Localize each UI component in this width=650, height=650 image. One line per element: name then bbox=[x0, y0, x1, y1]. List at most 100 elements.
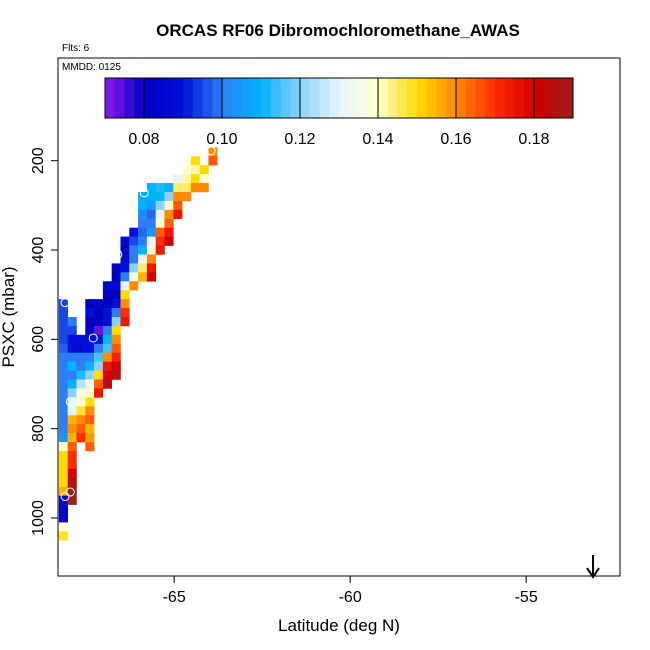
heatmap-cell bbox=[111, 370, 121, 380]
flights-label: Flts: 6 bbox=[62, 43, 90, 54]
heatmap-cell bbox=[190, 174, 200, 184]
heatmap-cell bbox=[155, 227, 165, 237]
sample-marker bbox=[88, 333, 98, 343]
heatmap-cell bbox=[173, 209, 183, 220]
heatmap-cell bbox=[67, 316, 77, 327]
heatmap-cell bbox=[111, 352, 121, 362]
colorbar-segment bbox=[524, 78, 535, 118]
heatmap-cell bbox=[129, 236, 139, 246]
heatmap-cell bbox=[199, 165, 209, 175]
heatmap-cell bbox=[102, 316, 112, 327]
heatmap-cell bbox=[111, 299, 121, 309]
heatmap-cell bbox=[67, 424, 77, 434]
heatmap-cell bbox=[58, 468, 68, 479]
colorbar-segment bbox=[553, 78, 564, 118]
colorbar-segment bbox=[368, 78, 379, 118]
colorbar-segment bbox=[456, 78, 467, 118]
heatmap-cell bbox=[58, 361, 68, 371]
y-tick-label: 400 bbox=[30, 237, 47, 264]
heatmap-cell bbox=[120, 316, 130, 327]
heatmap-cell bbox=[58, 486, 68, 496]
heatmap-cell bbox=[155, 200, 165, 211]
heatmap-cell bbox=[129, 263, 139, 273]
heatmap-cell bbox=[67, 442, 77, 452]
colorbar-tick-label: 0.08 bbox=[128, 131, 159, 148]
chart-title: ORCAS RF06 Dibromochloromethane_AWAS bbox=[156, 21, 520, 40]
colorbar-segment bbox=[475, 78, 486, 118]
colorbar-segment bbox=[358, 78, 369, 118]
colorbar-segment bbox=[543, 78, 554, 118]
x-axis-label: Latitude (deg N) bbox=[278, 616, 400, 635]
sample-marker bbox=[60, 298, 70, 308]
sample-marker bbox=[65, 487, 75, 497]
heatmap-cell bbox=[102, 370, 112, 380]
colorbar-tick-label: 0.12 bbox=[284, 131, 315, 148]
colorbar-segment bbox=[173, 78, 184, 118]
heatmap-cell bbox=[102, 281, 112, 291]
heatmap-cell bbox=[208, 147, 218, 157]
heatmap-cell bbox=[146, 183, 156, 193]
heatmap-cell bbox=[111, 343, 121, 354]
heatmap-cell bbox=[85, 361, 95, 371]
heatmap-cell bbox=[120, 272, 130, 282]
colorbar-segment bbox=[378, 78, 389, 118]
heatmap-cell bbox=[76, 370, 86, 380]
colorbar-frame bbox=[104, 77, 574, 119]
heatmap-cell bbox=[67, 495, 77, 505]
colorbar-segment bbox=[124, 78, 135, 118]
heatmap-cell bbox=[155, 183, 165, 193]
heatmap-cell bbox=[182, 165, 192, 175]
heatmap-cell bbox=[58, 504, 68, 514]
heatmap-cell bbox=[155, 191, 165, 202]
heatmap-cell bbox=[76, 415, 86, 425]
heatmap-cell bbox=[58, 433, 68, 443]
heatmap-cell bbox=[155, 209, 165, 220]
heatmap-cell bbox=[146, 209, 156, 220]
y-axis-label: PSXC (mbar) bbox=[0, 266, 18, 367]
colorbar-gradient bbox=[105, 78, 574, 118]
colorbar-segment bbox=[417, 78, 428, 118]
heatmap-cell bbox=[85, 397, 95, 407]
heatmap-cell bbox=[138, 272, 148, 282]
colorbar-segment bbox=[465, 78, 476, 118]
heatmap-cell bbox=[76, 397, 86, 407]
x-tick-label: -65 bbox=[163, 589, 186, 606]
sample-marker bbox=[60, 492, 70, 502]
x-tick-label: -60 bbox=[339, 589, 362, 606]
heatmap-cell bbox=[146, 227, 156, 237]
heatmap-cell bbox=[67, 352, 77, 362]
heatmap-cell bbox=[146, 236, 156, 246]
colorbar-segment bbox=[114, 78, 125, 118]
heatmap-cell bbox=[85, 433, 95, 443]
x-tick-label: -55 bbox=[515, 589, 538, 606]
sample-marker bbox=[113, 249, 123, 259]
colorbar-segment bbox=[534, 78, 545, 118]
heatmap-cell bbox=[120, 299, 130, 309]
heatmap-cell bbox=[129, 254, 139, 264]
heatmap-cell bbox=[58, 308, 68, 318]
heatmap-cell bbox=[76, 352, 86, 362]
heatmap-cell bbox=[138, 254, 148, 264]
colorbar-segment bbox=[387, 78, 398, 118]
heatmap-cell bbox=[164, 236, 174, 246]
heatmap-cell bbox=[58, 334, 68, 345]
heatmap-cell bbox=[146, 272, 156, 282]
heatmap-cell bbox=[138, 263, 148, 273]
heatmap-cell bbox=[58, 442, 68, 452]
heatmap-cell bbox=[102, 290, 112, 300]
heatmap-cell bbox=[67, 379, 77, 389]
colorbar-segment bbox=[251, 78, 262, 118]
heatmap-cell bbox=[58, 343, 68, 354]
heatmap-cell bbox=[76, 379, 86, 389]
heatmap-cell bbox=[182, 191, 192, 202]
heatmap-cell bbox=[190, 165, 200, 175]
heatmap-cell bbox=[155, 218, 165, 228]
heatmap-cells bbox=[58, 147, 218, 541]
heatmap-cell bbox=[190, 156, 200, 166]
colorbar-segment bbox=[270, 78, 281, 118]
heatmap-cell bbox=[85, 370, 95, 380]
heatmap-cell bbox=[155, 245, 165, 255]
heatmap-cell bbox=[129, 227, 139, 237]
heatmap-cell bbox=[102, 325, 112, 336]
heatmap-cell bbox=[67, 477, 77, 487]
